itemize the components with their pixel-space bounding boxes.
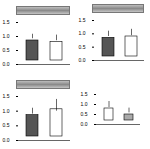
svg-text:0.5: 0.5 — [3, 122, 10, 128]
svg-text:0.0: 0.0 — [81, 121, 88, 127]
svg-text:1.5: 1.5 — [3, 93, 10, 99]
svg-text:1.5: 1.5 — [3, 19, 10, 25]
svg-text:0.0: 0.0 — [3, 61, 10, 67]
svg-text:1.5: 1.5 — [79, 17, 86, 23]
svg-text:1.5: 1.5 — [81, 91, 88, 97]
svg-text:1.0: 1.0 — [3, 33, 10, 39]
svg-text:0.0: 0.0 — [79, 57, 86, 63]
svg-text:1.0: 1.0 — [3, 108, 10, 114]
svg-text:0.5: 0.5 — [79, 44, 86, 50]
svg-text:0.5: 0.5 — [81, 111, 88, 117]
svg-text:0.0: 0.0 — [3, 137, 10, 143]
svg-text:1.0: 1.0 — [79, 30, 86, 36]
svg-text:0.5: 0.5 — [3, 47, 10, 53]
svg-text:1.0: 1.0 — [81, 101, 88, 107]
